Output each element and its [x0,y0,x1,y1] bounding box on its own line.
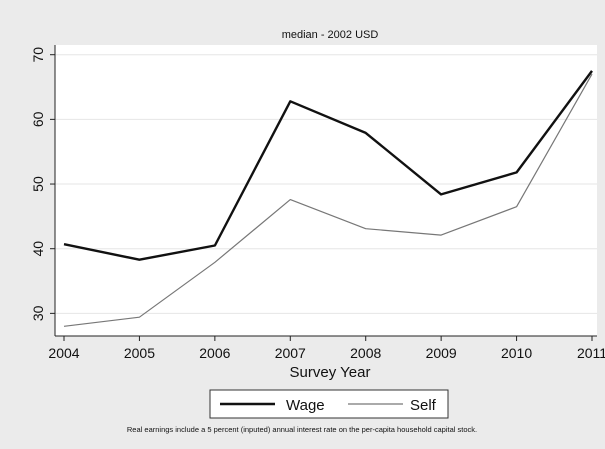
legend-label-self: Self [410,397,437,414]
x-tick-label: 2009 [426,345,457,361]
x-tick-label: 2010 [501,345,532,361]
x-tick-label: 2005 [124,345,155,361]
series-line-wage [63,70,593,261]
chart-title: median - 2002 USD [282,29,379,41]
y-tick-label: 70 [30,47,46,63]
axis-layer: 30 40 50 60 70 2004 2005 2006 2007 2008 2009 2010 20… [30,47,605,361]
x-tick-label: 2004 [48,345,79,361]
x-tick-label: 2006 [199,345,230,361]
y-tick-label: 60 [30,111,46,127]
plot-area [55,45,597,336]
x-tick-label: 2011 [577,345,605,361]
y-tick-label: 30 [30,305,46,321]
x-tick-label: 2007 [275,345,306,361]
x-axis-title: Survey Year [290,364,371,381]
legend: Wage Self [209,389,449,419]
series-layer [63,70,593,327]
legend-label-wage: Wage [286,397,325,414]
x-tick-label: 2008 [350,345,381,361]
series-line-self [63,73,593,327]
chart-footnote: Real earnings include a 5 percent (input… [127,425,477,434]
y-tick-label: 40 [30,241,46,257]
y-tick-label: 50 [30,176,46,192]
